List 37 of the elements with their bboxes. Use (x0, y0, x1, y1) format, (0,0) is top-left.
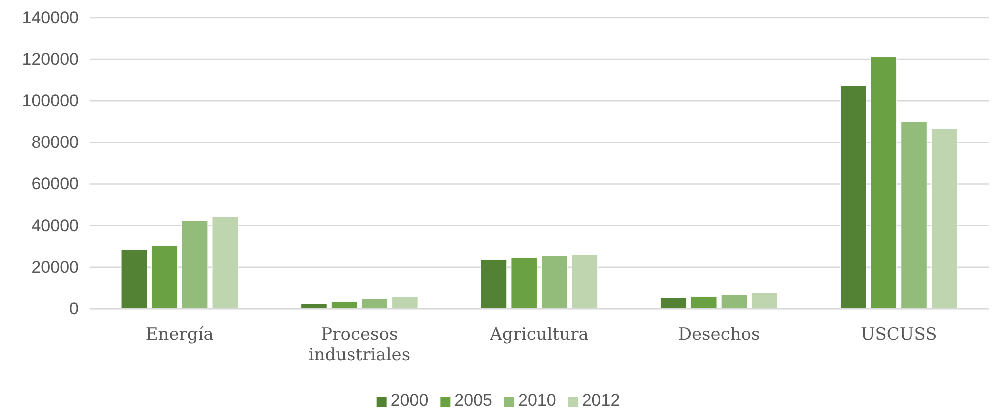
legend-label: 2012 (582, 391, 620, 410)
x-tick-label: Agricultura (489, 325, 589, 345)
bar (660, 298, 687, 310)
bar (121, 250, 148, 310)
y-tick-label: 40000 (32, 216, 79, 236)
bar (301, 304, 328, 310)
x-tick-label: Energía (146, 325, 214, 345)
bar (331, 302, 358, 310)
bar (362, 298, 388, 310)
legend-label: 2005 (454, 391, 492, 410)
y-tick-label: 60000 (32, 174, 79, 194)
bar (572, 254, 598, 310)
bar (542, 256, 568, 310)
x-tick-label: USCUSS (860, 325, 938, 345)
y-tick-label: 140000 (22, 8, 79, 28)
bar (511, 258, 538, 310)
y-tick-label: 0 (70, 299, 79, 318)
bar (392, 296, 418, 310)
bar (901, 122, 928, 310)
bar (931, 128, 958, 310)
y-tick-label: 80000 (32, 133, 79, 152)
bar (690, 296, 718, 310)
x-tick-label: Desechos (678, 325, 760, 345)
bar (480, 260, 508, 310)
y-tick-label: 100000 (22, 92, 79, 111)
bar (870, 57, 898, 310)
bar (721, 294, 748, 310)
bar (182, 220, 208, 310)
legend-label: 2010 (518, 391, 556, 410)
bar (212, 216, 239, 310)
bar (840, 86, 867, 310)
bar (152, 246, 178, 310)
legend-label: 2000 (390, 391, 429, 410)
y-tick-label: 120000 (22, 50, 79, 70)
x-tick-label: Procesos industriales (308, 325, 411, 366)
bar (752, 292, 778, 310)
y-tick-label: 20000 (32, 258, 79, 277)
